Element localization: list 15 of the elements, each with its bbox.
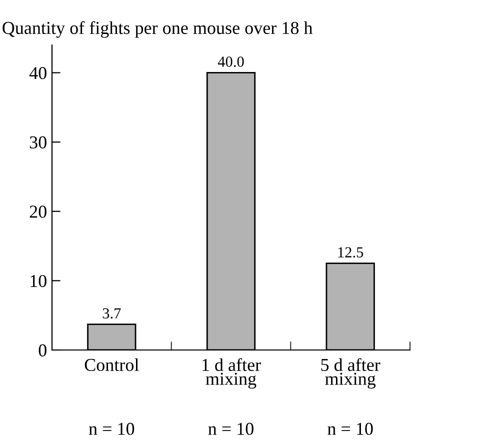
data-label: 12.5 bbox=[338, 247, 364, 258]
y-tick-label: 30 bbox=[30, 136, 46, 148]
x-tick-label: 1 d after mixing bbox=[202, 358, 261, 389]
y-tick-label: 10 bbox=[30, 274, 46, 288]
y-tick-label: 0 bbox=[38, 344, 46, 356]
data-label: 40.0 bbox=[218, 56, 244, 67]
text: n = 10 bbox=[88, 422, 134, 435]
x-tick-label: Control bbox=[84, 358, 139, 372]
text: n = 10 bbox=[208, 422, 254, 435]
x-tick-label: 5 d after mixing bbox=[321, 358, 380, 389]
data-label: 3.7 bbox=[102, 308, 121, 319]
chart-title: Quantity of fights per one mouse over 18 h bbox=[2, 21, 313, 38]
y-tick-label: 40 bbox=[29, 66, 46, 80]
text: n = 10 bbox=[328, 422, 373, 435]
y-tick-label: 20 bbox=[30, 206, 46, 218]
